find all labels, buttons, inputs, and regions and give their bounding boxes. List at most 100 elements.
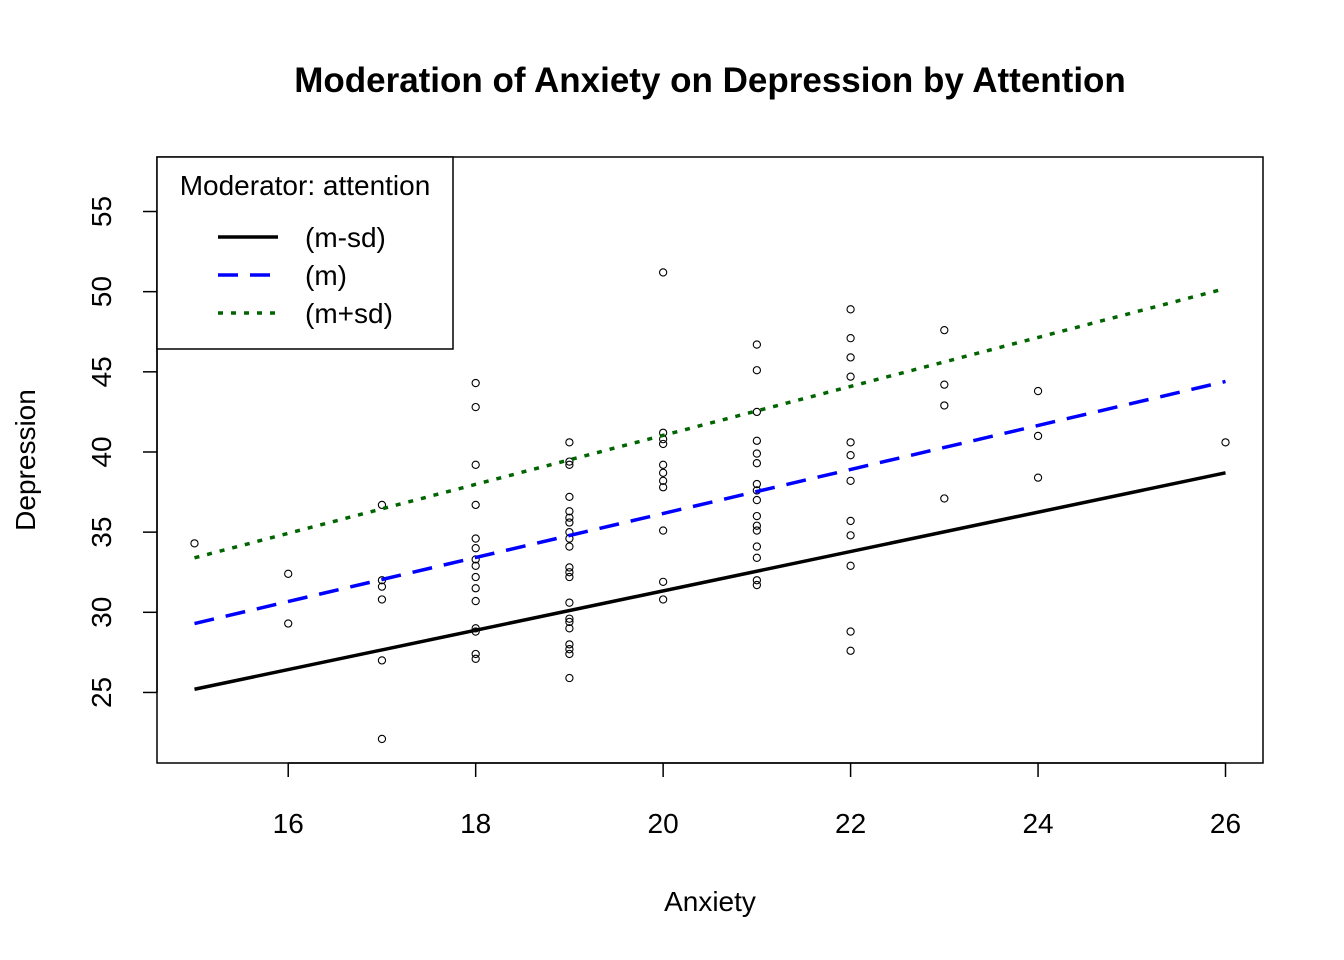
scatter-point [471, 654, 480, 663]
scatter-point [190, 539, 199, 548]
y-tick-label: 25 [86, 677, 117, 708]
x-tick-label: 22 [835, 808, 866, 839]
scatter-point [471, 584, 480, 593]
chart-title: Moderation of Anxiety on Depression by A… [294, 61, 1126, 100]
scatter-point [471, 402, 480, 412]
series-line [194, 379, 1226, 626]
scatter-point [1033, 431, 1043, 441]
scatter-point [377, 656, 387, 665]
scatter-point [752, 542, 762, 551]
scatter-point [752, 580, 762, 590]
scatter-point [471, 561, 480, 570]
y-tick-label: 30 [86, 597, 117, 628]
scatter-point [846, 627, 855, 636]
scatter-point [940, 380, 949, 389]
scatter-point [565, 614, 574, 623]
scatter-point [846, 353, 855, 362]
scatter-point [846, 646, 855, 655]
x-tick-label: 20 [648, 808, 679, 839]
scatter-point [565, 568, 574, 577]
scatter-point [846, 561, 855, 570]
legend-title: Moderator: attention [180, 170, 431, 201]
x-tick-label: 18 [460, 808, 491, 839]
scatter-point [846, 305, 855, 314]
x-axis: 16 18 20 22 24 26 [273, 762, 1241, 839]
scatter-point [565, 598, 574, 607]
data-points [190, 268, 1230, 744]
scatter-point [565, 563, 574, 572]
scatter-point [658, 577, 668, 586]
scatter-point [752, 576, 762, 585]
y-tick-label: 45 [86, 356, 117, 387]
scatter-point [846, 516, 855, 526]
scatter-point [565, 460, 574, 469]
scatter-point [658, 483, 668, 492]
scatter-point [752, 495, 762, 505]
scatter-point [752, 449, 762, 458]
x-axis-label: Anxiety [664, 886, 756, 917]
scatter-point [471, 649, 480, 659]
scatter-point [940, 325, 949, 335]
scatter-point [377, 582, 387, 591]
scatter-point [846, 476, 855, 485]
scatter-point [1033, 473, 1043, 482]
scatter-point [471, 572, 480, 582]
series-line [194, 471, 1226, 691]
scatter-point [565, 649, 574, 659]
scatter-point [846, 451, 855, 460]
regression-lines [194, 286, 1226, 691]
scatter-point [565, 492, 574, 502]
series-line [194, 286, 1226, 560]
scatter-point [565, 542, 574, 551]
scatter-point [846, 531, 855, 540]
scatter-point [565, 624, 574, 633]
scatter-point [1221, 438, 1230, 447]
scatter-point [752, 526, 762, 535]
legend-label: (m+sd) [305, 298, 393, 329]
y-axis-label: Depression [10, 389, 41, 531]
scatter-point [940, 494, 949, 503]
legend-label: (m) [305, 260, 347, 291]
scatter-point [658, 526, 668, 535]
scatter-point [1033, 386, 1043, 396]
scatter-point [846, 372, 855, 381]
scatter-point [377, 595, 387, 604]
legend: Moderator: attention (m-sd) (m) (m+sd) [156, 156, 454, 350]
scatter-point [471, 534, 480, 543]
legend-label: (m-sd) [305, 222, 386, 253]
scatter-point [565, 673, 574, 683]
scatter-point [377, 734, 387, 744]
scatter-point [471, 500, 480, 510]
scatter-point [377, 500, 387, 510]
scatter-point [565, 572, 574, 582]
y-tick-label: 40 [86, 436, 117, 467]
x-tick-label: 26 [1210, 808, 1241, 839]
scatter-point [752, 553, 762, 562]
scatter-point [471, 544, 480, 553]
scatter-point [658, 460, 668, 469]
x-tick-label: 24 [1022, 808, 1053, 839]
scatter-point [565, 457, 574, 466]
y-tick-label: 35 [86, 517, 117, 548]
scatter-point [658, 476, 668, 485]
scatter-point [284, 569, 293, 578]
y-tick-label: 55 [86, 196, 117, 227]
legend-box [156, 156, 454, 350]
scatter-point [565, 507, 574, 516]
scatter-point [471, 460, 480, 469]
scatter-point [284, 619, 293, 628]
scatter-point [471, 378, 480, 388]
scatter-point [565, 617, 574, 627]
scatter-point [940, 401, 949, 410]
scatter-point [752, 511, 762, 521]
scatter-point [752, 459, 762, 468]
scatter-point [752, 340, 762, 349]
x-tick-label: 16 [273, 808, 304, 839]
scatter-point [752, 479, 762, 489]
scatter-point [846, 334, 855, 343]
scatter-point [752, 407, 762, 417]
scatter-point [752, 366, 762, 375]
scatter-point [752, 436, 762, 445]
scatter-point [846, 438, 855, 447]
